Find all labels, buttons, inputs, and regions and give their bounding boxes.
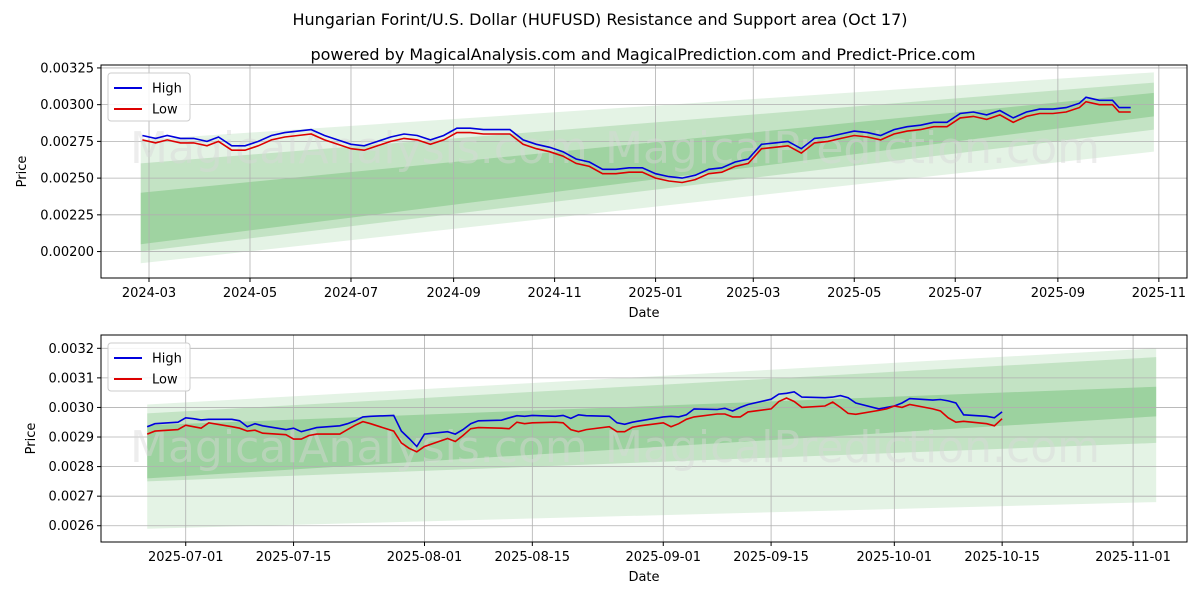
axes-frame [100,64,1188,279]
y-tick-label: 0.0028 [49,460,95,475]
band-2 [147,386,1157,479]
x-tick-label: 2025-07 [928,286,982,301]
y-tick-label: 0.00200 [40,245,94,260]
chart-panel-bottom: MagicalAnalysis.com MagicalPrediction.com… [24,334,1188,585]
y-axis-label: Price [15,156,30,188]
legend-label-high: High [152,82,182,97]
y-tick-label: 0.0031 [49,371,95,386]
plot-area: MagicalAnalysis.com MagicalPrediction.com [101,65,1187,278]
x-tick-label: 2025-09-15 [733,550,809,565]
x-tick-label: 2025-08-15 [495,550,571,565]
y-tick-label: 0.00250 [40,172,94,187]
x-tick-label: 2025-07-15 [256,550,332,565]
x-tick-label: 2024-09 [426,286,480,301]
x-axis-label: Date [628,570,659,585]
legend: High Low [107,72,191,122]
y-tick-label: 0.0026 [49,519,95,534]
series-line-high [146,390,1003,448]
y-tick-label: 0.0029 [49,431,95,446]
legend-box [107,72,191,122]
series-line-low [142,100,1131,184]
x-tick-label: 2025-01 [628,286,682,301]
band-1 [140,82,1154,252]
legend-label-high: High [152,352,182,367]
y-tick-label: 0.00325 [40,61,94,76]
plot-area: MagicalAnalysis.com MagicalPrediction.com [101,335,1187,542]
y-tick-label: 0.0027 [49,490,95,505]
band-2 [140,92,1154,245]
legend-box [107,342,191,392]
y-axis-label: Price [24,423,39,455]
legend-label-low: Low [152,373,178,388]
legend: High Low [107,342,191,392]
x-tick-label: 2025-11 [1132,286,1186,301]
x-tick-label: 2024-05 [223,286,277,301]
watermark: MagicalPrediction.com [605,422,1100,473]
y-tick-label: 0.00225 [40,208,94,223]
x-tick-label: 2025-11-01 [1095,550,1171,565]
chart-panel-top: MagicalAnalysis.com MagicalPrediction.com… [15,61,1188,321]
watermark: MagicalAnalysis.com [130,123,588,174]
x-tick-label: 2025-08-01 [387,550,463,565]
watermark: MagicalPrediction.com [605,123,1100,174]
band-0 [140,72,1154,264]
chart-subtitle: powered by MagicalAnalysis.com and Magic… [310,45,976,64]
y-tick-label: 0.0030 [49,401,95,416]
x-tick-label: 2024-07 [324,286,378,301]
y-tick-label: 0.00275 [40,135,94,150]
x-axis-label: Date [628,306,659,321]
chart-title: Hungarian Forint/U.S. Dollar (HUFUSD) Re… [292,10,908,29]
y-tick-label: 0.0032 [49,342,95,357]
watermark: MagicalAnalysis.com [130,422,588,473]
x-tick-label: 2024-11 [527,286,581,301]
band-0 [147,348,1157,529]
x-tick-label: 2024-03 [122,286,176,301]
x-tick-label: 2025-09 [1031,286,1085,301]
series-line-high [142,96,1131,179]
x-tick-label: 2025-05 [827,286,881,301]
y-tick-label: 0.00300 [40,98,94,113]
x-tick-label: 2025-10-01 [857,550,933,565]
x-tick-label: 2025-10-15 [964,550,1040,565]
legend-label-low: Low [152,103,178,118]
axes-frame [100,334,1188,543]
x-tick-label: 2025-07-01 [148,550,224,565]
series-line-low [146,397,1003,453]
x-tick-label: 2025-09-01 [625,550,701,565]
x-tick-label: 2025-03 [726,286,780,301]
